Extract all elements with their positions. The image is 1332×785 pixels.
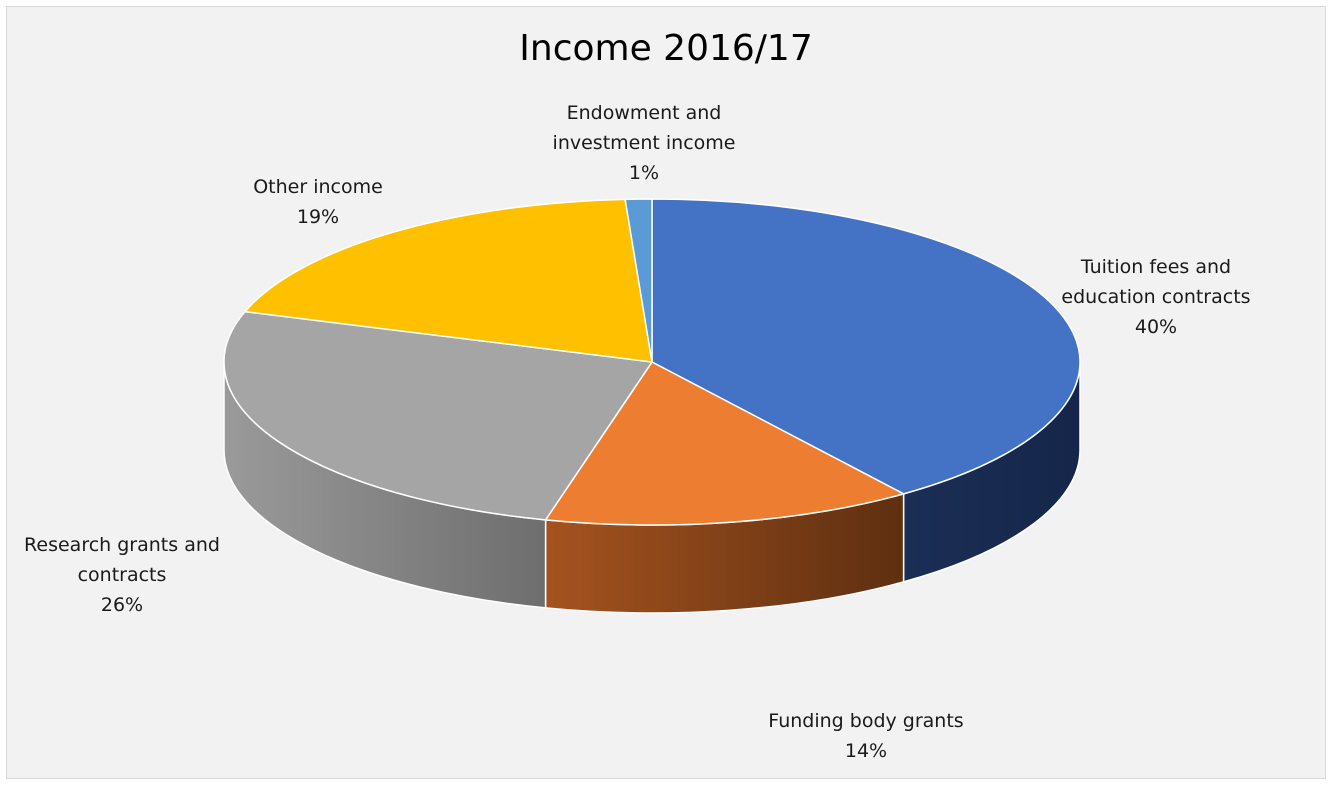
data-label-category: Funding body grants: [768, 710, 964, 732]
data-label-category: Tuition fees and: [1080, 256, 1232, 278]
data-label-value: 1%: [628, 162, 660, 184]
data-label-funding-body-grants: Funding body grants 14%: [768, 706, 963, 766]
data-label-category: investment income: [552, 132, 736, 154]
pie-slice-funding-body-grants: [544, 361, 906, 526]
data-label-tuition-fees-and-education-contracts: Tuition fees and education contracts 40%: [1061, 252, 1250, 342]
data-label-research-grants-and-contracts: Research grants and contracts 26%: [24, 530, 220, 620]
data-label-category: Other income: [253, 176, 383, 198]
data-label-category: contracts: [77, 564, 167, 586]
data-label-other-income: Other income 19%: [253, 172, 383, 232]
pie-slice-tuition-fees-and-education-contracts: [651, 198, 1081, 495]
pie-slice-endowment-and-investment-income: [624, 198, 653, 363]
data-label-value: 26%: [100, 594, 144, 616]
data-label-category: Research grants and: [24, 534, 220, 556]
chart-title: Income 2016/17: [519, 28, 813, 69]
data-label-value: 19%: [296, 206, 340, 228]
data-label-value: 14%: [844, 740, 888, 762]
data-label-category: Endowment and: [566, 102, 722, 124]
pie-slice-research-grants-and-contracts: [223, 310, 654, 521]
data-label-value: 40%: [1134, 316, 1178, 338]
pie-slice-other-income: [243, 198, 653, 363]
data-label-endowment-and-investment-income: Endowment and investment income 1%: [553, 98, 736, 188]
data-label-category: education contracts: [1061, 286, 1251, 308]
